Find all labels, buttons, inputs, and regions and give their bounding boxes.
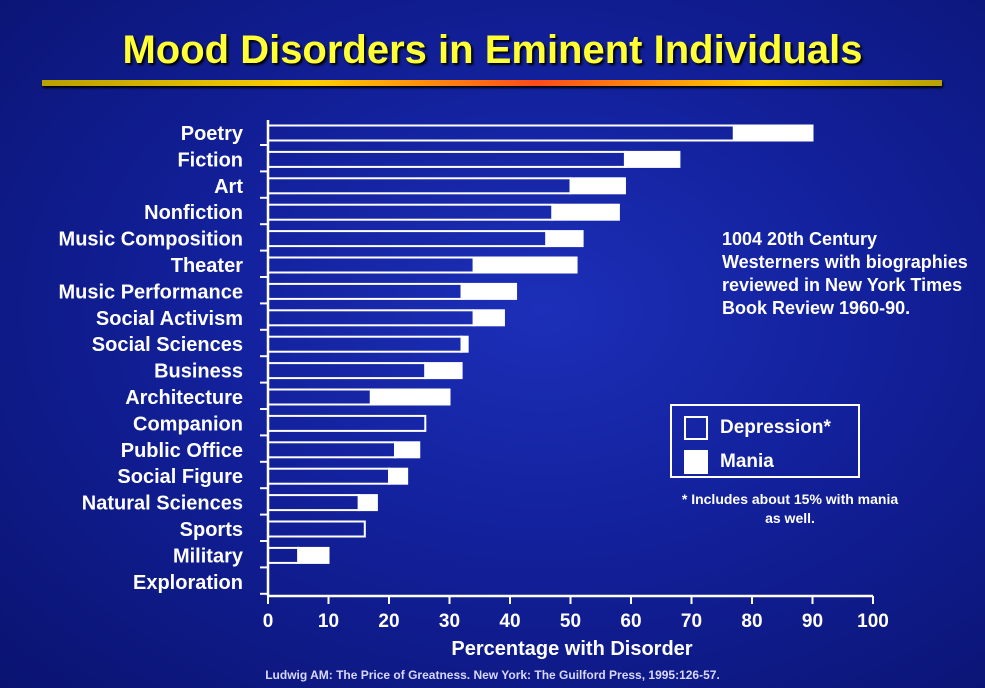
legend-item-mania: Mania (684, 448, 774, 476)
bar-mania (388, 467, 409, 485)
category-label: Architecture (125, 387, 243, 409)
x-tick-label: 0 (263, 611, 274, 632)
title-underline (42, 80, 942, 86)
bar-depression (267, 441, 397, 459)
x-axis-label: Percentage with Disorder (451, 638, 692, 660)
depression-swatch (684, 416, 708, 440)
category-label: Sports (180, 519, 243, 541)
bar-depression (267, 335, 463, 353)
axes: 0 10 20 30 40 50 60 70 80 90 100 (260, 120, 889, 632)
bar-mania (472, 256, 578, 274)
category-label: Natural Sciences (82, 493, 243, 515)
bar-mania (732, 124, 814, 142)
bar-depression (267, 124, 735, 142)
sample-note: 1004 20th Century Westerners with biogra… (722, 229, 968, 318)
bar-mania (551, 203, 620, 221)
bars (267, 124, 814, 564)
x-tick-label: 20 (378, 611, 399, 632)
category-label: Military (173, 545, 244, 567)
bar-depression (267, 177, 572, 195)
category-label: Social Figure (117, 466, 243, 488)
bar-mania (357, 494, 378, 512)
category-label: Poetry (181, 123, 244, 145)
bar-mania (424, 362, 463, 380)
bar-mania (569, 177, 626, 195)
x-tick-label: 10 (318, 611, 339, 632)
category-label: Fiction (177, 149, 243, 171)
legend-label-mania: Mania (720, 451, 774, 472)
legend-item-depression: Depression* (684, 414, 831, 442)
bar-depression (267, 520, 366, 538)
legend: Depression* Mania (670, 404, 860, 478)
category-labels: Poetry Fiction Art Nonfiction Music Composit… (58, 123, 243, 594)
category-label: Theater (171, 255, 243, 277)
bar-mania (394, 441, 421, 459)
x-tick-label: 60 (620, 611, 641, 632)
bar-depression (267, 150, 626, 168)
x-tick-label: 50 (560, 611, 581, 632)
bar-depression (267, 362, 427, 380)
chart-title: Mood Disorders in Eminent Individuals (122, 28, 863, 72)
category-label: Companion (133, 413, 243, 435)
category-label: Music Performance (58, 281, 243, 303)
category-label: Art (214, 176, 243, 198)
bar-mania (297, 546, 330, 564)
category-label: Social Activism (96, 308, 243, 330)
bar-depression (267, 256, 475, 274)
x-tick-label: 100 (857, 611, 889, 632)
bar-depression (267, 546, 300, 564)
category-label: Social Sciences (92, 334, 243, 356)
bar-depression (267, 282, 463, 300)
category-label: Nonfiction (144, 202, 243, 224)
category-label: Exploration (133, 572, 243, 594)
x-tick-label: 30 (439, 611, 460, 632)
x-tick-label: 40 (499, 611, 520, 632)
x-tick-label: 90 (802, 611, 823, 632)
bar-depression (267, 467, 390, 485)
legend-label-depression: Depression* (720, 417, 831, 438)
mania-swatch (684, 450, 708, 474)
bar-depression (267, 494, 360, 512)
footnote: * Includes about 15% with mania as well. (681, 491, 899, 526)
bar-mania (369, 388, 451, 406)
bar-depression (267, 230, 548, 248)
bar-mania (460, 282, 518, 300)
x-tick-label: 70 (681, 611, 702, 632)
x-tick-label: 80 (741, 611, 762, 632)
category-label: Public Office (121, 440, 243, 462)
bar-mania (545, 230, 584, 248)
source-citation: Ludwig AM: The Price of Greatness. New Y… (265, 668, 720, 682)
bar-mania (472, 309, 505, 327)
bar-depression (267, 414, 427, 432)
bar-mania (623, 150, 681, 168)
bar-depression (267, 388, 372, 406)
bar-depression (267, 203, 554, 221)
category-label: Music Composition (59, 229, 243, 251)
bar-depression (267, 309, 475, 327)
bar-mania (460, 335, 469, 353)
category-label: Business (154, 361, 243, 383)
